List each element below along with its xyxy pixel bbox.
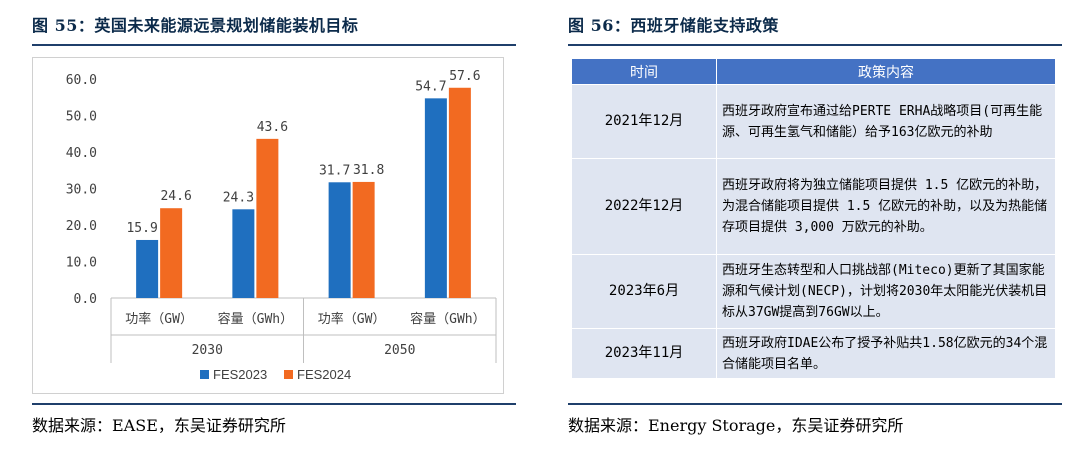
- left-source-note: 数据来源：EASE，东吴证券研究所: [32, 416, 286, 435]
- left-source-rule: [32, 403, 516, 405]
- bar-fes2024: [256, 138, 279, 298]
- policy-content: 西班牙政府宣布通过给PERTE ERHA战略项目(可再生能源、可再生氢气和储能）…: [716, 84, 1056, 159]
- bar-fes2024: [352, 181, 375, 298]
- policy-time: 2023年11月: [571, 328, 717, 379]
- legend-swatch: [200, 370, 209, 379]
- header-time: 时间: [571, 58, 717, 85]
- data-label: 54.7: [415, 79, 446, 94]
- y-tick-label: 10.0: [66, 256, 97, 271]
- bar-fes2024: [448, 87, 471, 298]
- legend-label: FES2023: [213, 367, 267, 382]
- bar-fes2023: [328, 182, 351, 298]
- policy-time: 2021年12月: [571, 84, 717, 159]
- x-category-label: 功率（GW）: [125, 311, 193, 327]
- left-figure-title: 图 55：英国未来能源远景规划储能装机目标: [32, 16, 359, 35]
- bar-fes2024: [160, 208, 183, 298]
- policy-time: 2023年6月: [571, 254, 717, 329]
- x-group-label: 2050: [384, 343, 415, 358]
- y-tick-label: 30.0: [66, 183, 97, 198]
- y-tick-label: 20.0: [66, 219, 97, 234]
- policy-table: 时间 政策内容 2021年12月 西班牙政府宣布通过给PERTE ERHA战略项…: [571, 58, 1056, 379]
- x-category-label: 容量（GWh）: [410, 311, 485, 327]
- right-figure-title: 图 56：西班牙储能支持政策: [568, 16, 779, 35]
- right-source-rule: [568, 403, 1062, 405]
- left-title-rule: [32, 44, 516, 46]
- y-tick-label: 40.0: [66, 146, 97, 161]
- legend-swatch: [284, 370, 293, 379]
- policy-time: 2022年12月: [571, 158, 717, 255]
- right-title-rule: [568, 44, 1062, 46]
- data-label: 57.6: [449, 69, 480, 84]
- policy-row: 2021年12月 西班牙政府宣布通过给PERTE ERHA战略项目(可再生能源、…: [571, 84, 1056, 159]
- y-tick-label: 0.0: [74, 292, 97, 307]
- bar-fes2023: [424, 98, 447, 298]
- data-label: 24.3: [223, 190, 254, 205]
- bar-fes2023: [232, 209, 255, 298]
- data-label: 15.9: [126, 221, 157, 236]
- data-label: 31.7: [319, 163, 350, 178]
- policy-content: 西班牙政府IDAE公布了授予补贴共1.58亿欧元的34个混合储能项目名单。: [716, 328, 1056, 379]
- policy-table-header-row: 时间 政策内容: [571, 58, 1056, 85]
- bar-chart: 0.0 10.0 20.0 30.0 40.0 50.0 60.0 15.9 24.3 31.7 5…: [66, 69, 497, 382]
- policy-row: 2022年12月 西班牙政府将为独立储能项目提供 1.5 亿欧元的补助，为混合储…: [571, 158, 1056, 255]
- data-label: 24.6: [160, 189, 191, 204]
- x-category-label: 功率（GW）: [318, 311, 386, 327]
- legend-label: FES2024: [297, 367, 351, 382]
- right-source-note: 数据来源：Energy Storage，东吴证券研究所: [568, 416, 904, 435]
- y-tick-label: 50.0: [66, 110, 97, 125]
- chart-frame: 0.0 10.0 20.0 30.0 40.0 50.0 60.0 15.9 24.3 31.7 5…: [32, 57, 504, 394]
- policy-content: 西班牙政府将为独立储能项目提供 1.5 亿欧元的补助，为混合储能项目提供 1.5…: [716, 158, 1056, 255]
- x-group-label: 2030: [192, 343, 223, 358]
- data-label: 31.8: [353, 163, 384, 178]
- y-tick-label: 60.0: [66, 73, 97, 88]
- policy-row: 2023年11月 西班牙政府IDAE公布了授予补贴共1.58亿欧元的34个混合储…: [571, 328, 1056, 379]
- bar-fes2023: [136, 239, 159, 298]
- policy-content: 西班牙生态转型和人口挑战部(Miteco)更新了其国家能源和气候计划(NECP)…: [716, 254, 1056, 329]
- policy-row: 2023年6月 西班牙生态转型和人口挑战部(Miteco)更新了其国家能源和气候…: [571, 254, 1056, 329]
- header-content: 政策内容: [716, 58, 1056, 85]
- data-label: 43.6: [257, 120, 288, 135]
- x-category-label: 容量（GWh）: [218, 311, 293, 327]
